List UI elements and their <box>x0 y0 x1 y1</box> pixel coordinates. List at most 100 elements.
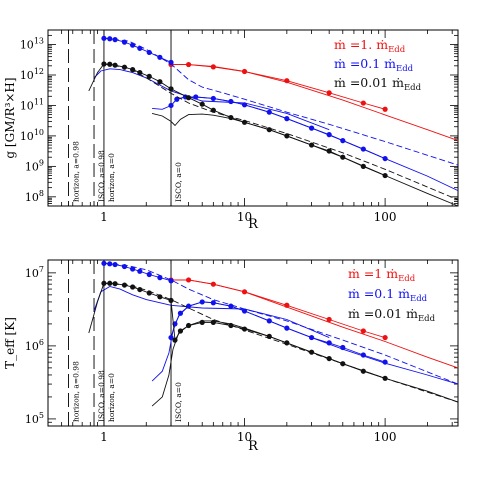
y-tick-label: 1012 <box>20 67 44 82</box>
data-point <box>326 132 332 138</box>
series-line <box>171 64 386 110</box>
y-tick-label: 1011 <box>20 97 44 112</box>
data-point <box>308 334 315 341</box>
data-point <box>107 280 113 286</box>
reference-line-label: ISCO, a=0 <box>174 382 183 422</box>
data-point <box>340 361 346 367</box>
reference-line-label: ISCO, a=0.98 <box>97 370 106 422</box>
y-tick-label: 1013 <box>20 37 44 52</box>
data-point <box>284 116 290 122</box>
data-point <box>172 337 178 343</box>
x-tick-label: 1 <box>100 430 108 444</box>
data-point <box>360 146 366 152</box>
data-point <box>266 127 272 133</box>
data-point <box>157 294 163 300</box>
data-point <box>241 102 248 108</box>
data-point <box>382 172 388 179</box>
series-line <box>103 37 459 166</box>
data-point <box>199 319 205 325</box>
data-point <box>174 96 180 102</box>
data-point <box>130 284 136 290</box>
data-point <box>382 375 388 381</box>
data-point <box>284 325 290 331</box>
series-line <box>151 112 459 207</box>
data-point <box>130 266 136 272</box>
data-point <box>112 261 118 268</box>
reference-line-label: horizon, a=0.98 <box>72 361 81 422</box>
data-point <box>266 109 272 115</box>
data-point <box>228 114 234 121</box>
data-point <box>308 125 315 131</box>
data-point <box>210 64 216 70</box>
x-tick-label: 10 <box>237 210 252 224</box>
x-tick-label: 10 <box>237 430 252 444</box>
data-point <box>284 133 290 139</box>
series-line <box>93 286 330 339</box>
data-point <box>168 278 174 284</box>
data-point <box>382 106 388 112</box>
data-point <box>360 328 366 334</box>
data-point <box>266 318 272 324</box>
data-point <box>210 281 216 287</box>
data-point <box>146 271 152 278</box>
series-line <box>171 279 386 339</box>
reference-line-label: ISCO, a=0.98 <box>97 150 106 202</box>
data-point <box>284 78 290 84</box>
x-tick-label: 100 <box>374 430 397 444</box>
data-point <box>112 37 118 43</box>
data-point <box>185 322 192 329</box>
data-point <box>382 359 388 365</box>
data-point <box>121 64 128 70</box>
y-tick-label: 108 <box>25 189 44 204</box>
data-point <box>360 100 366 106</box>
x-axis-label: R <box>248 439 259 454</box>
data-point <box>157 54 163 60</box>
legend-entry: ṁ =1 ṁEdd <box>348 266 416 284</box>
data-point <box>168 334 174 341</box>
data-point <box>360 368 366 374</box>
data-point <box>185 277 192 283</box>
data-point <box>228 98 234 105</box>
series-line <box>103 262 459 385</box>
data-point <box>168 86 174 92</box>
y-tick-label: 109 <box>25 158 44 173</box>
data-point <box>107 261 113 267</box>
data-point <box>241 308 248 314</box>
data-point <box>177 328 184 334</box>
legend-entry: ṁ =1. ṁEdd <box>334 37 406 55</box>
data-point <box>137 268 143 274</box>
data-point <box>326 148 332 154</box>
data-point <box>266 333 272 339</box>
data-point <box>326 316 332 323</box>
y-tick-label: 107 <box>25 265 44 280</box>
legend-entry: ṁ =0.01 ṁEdd <box>348 306 436 324</box>
series-line <box>151 320 459 407</box>
reference-line-label: ISCO, a=0 <box>174 162 183 202</box>
data-point <box>284 302 290 308</box>
y-tick-label: 1010 <box>20 128 44 143</box>
data-point <box>101 35 107 41</box>
data-point <box>185 61 192 68</box>
data-point <box>228 303 234 309</box>
y-tick-label: 106 <box>25 338 44 353</box>
data-point <box>326 340 332 346</box>
data-point <box>146 73 152 79</box>
data-point <box>326 355 332 362</box>
data-point <box>121 282 128 288</box>
legend-entry: ṁ =0.01 ṁEdd <box>334 75 422 93</box>
legend-entry: ṁ =0.1 ṁEdd <box>334 56 414 74</box>
data-point <box>210 300 216 306</box>
reference-line-label: horizon, a=0.98 <box>72 141 81 202</box>
data-point <box>101 280 107 286</box>
data-point <box>157 79 163 85</box>
data-point <box>137 45 143 51</box>
data-point <box>168 59 174 65</box>
data-point <box>241 326 248 332</box>
data-point <box>382 334 388 341</box>
data-point <box>228 322 234 329</box>
data-point <box>107 61 113 67</box>
data-point <box>121 39 128 45</box>
data-point <box>121 263 128 270</box>
plot-frame <box>47 29 459 207</box>
